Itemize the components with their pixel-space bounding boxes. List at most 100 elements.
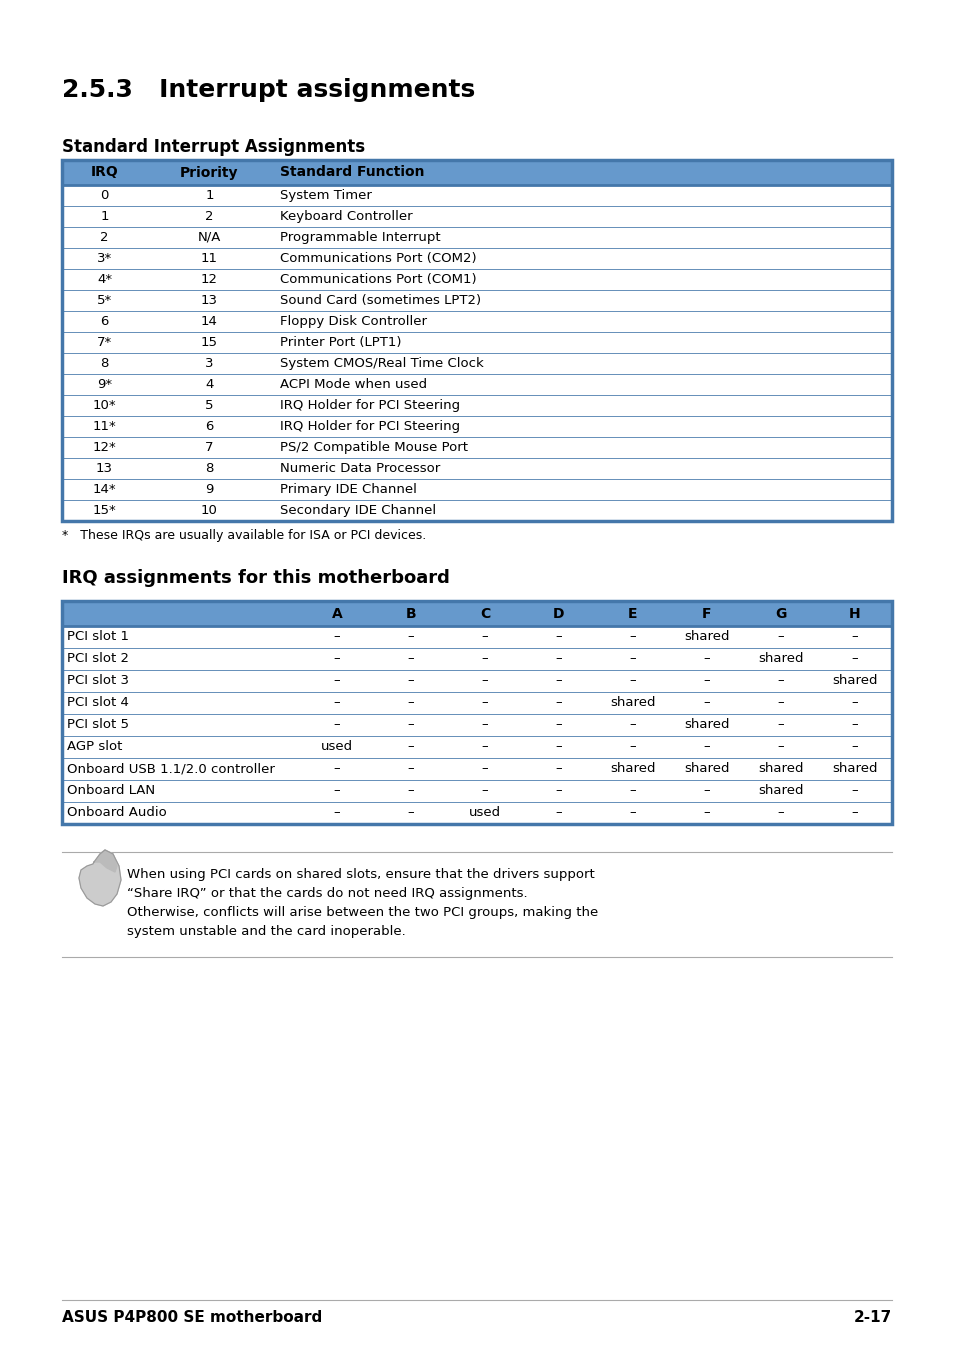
Text: shared: shared <box>758 653 803 666</box>
Bar <box>62 185 891 205</box>
Text: 3*: 3* <box>97 253 112 265</box>
Bar <box>62 670 891 692</box>
Text: 4*: 4* <box>97 273 112 286</box>
Text: –: – <box>407 653 414 666</box>
Text: –: – <box>481 631 488 643</box>
Text: –: – <box>407 631 414 643</box>
Text: Printer Port (LPT1): Printer Port (LPT1) <box>280 336 401 349</box>
Text: –: – <box>851 785 858 797</box>
Text: –: – <box>334 785 340 797</box>
Text: –: – <box>407 740 414 754</box>
Text: 14: 14 <box>201 315 217 328</box>
Text: –: – <box>777 674 783 688</box>
Text: 6: 6 <box>205 420 213 434</box>
Text: 14*: 14* <box>92 484 116 496</box>
Text: Onboard LAN: Onboard LAN <box>67 785 155 797</box>
Bar <box>62 290 891 311</box>
Bar <box>62 436 891 458</box>
Text: PCI slot 5: PCI slot 5 <box>67 719 129 731</box>
Text: –: – <box>851 653 858 666</box>
Text: 8: 8 <box>100 357 109 370</box>
Text: –: – <box>407 697 414 709</box>
Text: Priority: Priority <box>180 166 238 180</box>
Bar <box>62 374 891 394</box>
Text: 0: 0 <box>100 189 109 203</box>
Bar <box>62 249 891 269</box>
Text: 6: 6 <box>100 315 109 328</box>
Text: Secondary IDE Channel: Secondary IDE Channel <box>280 504 436 517</box>
Text: When using PCI cards on shared slots, ensure that the drivers support: When using PCI cards on shared slots, en… <box>127 867 594 881</box>
Text: PCI slot 2: PCI slot 2 <box>67 653 129 666</box>
Text: Primary IDE Channel: Primary IDE Channel <box>280 484 416 496</box>
Text: shared: shared <box>610 762 655 775</box>
Text: –: – <box>851 740 858 754</box>
Text: Communications Port (COM2): Communications Port (COM2) <box>280 253 476 265</box>
Text: ACPI Mode when used: ACPI Mode when used <box>280 378 427 390</box>
Text: 13: 13 <box>201 295 218 307</box>
Text: 1: 1 <box>100 209 109 223</box>
Text: –: – <box>481 697 488 709</box>
Bar <box>62 353 891 374</box>
Text: –: – <box>629 719 636 731</box>
Text: –: – <box>629 785 636 797</box>
Text: 7*: 7* <box>97 336 112 349</box>
Text: Onboard USB 1.1/2.0 controller: Onboard USB 1.1/2.0 controller <box>67 762 274 775</box>
Text: Programmable Interrupt: Programmable Interrupt <box>280 231 440 245</box>
Text: shared: shared <box>758 785 803 797</box>
Text: –: – <box>703 674 710 688</box>
Bar <box>62 311 891 332</box>
Text: shared: shared <box>758 762 803 775</box>
Text: H: H <box>848 607 860 620</box>
Text: 5: 5 <box>205 399 213 412</box>
Text: –: – <box>777 740 783 754</box>
Text: shared: shared <box>683 762 729 775</box>
Text: Onboard Audio: Onboard Audio <box>67 807 167 820</box>
Text: 9*: 9* <box>97 378 112 390</box>
Text: 15: 15 <box>201 336 218 349</box>
Text: 9: 9 <box>205 484 213 496</box>
Text: A: A <box>332 607 342 620</box>
Text: –: – <box>555 762 561 775</box>
Bar <box>62 205 891 227</box>
Text: –: – <box>407 674 414 688</box>
Text: –: – <box>334 762 340 775</box>
Text: *   These IRQs are usually available for ISA or PCI devices.: * These IRQs are usually available for I… <box>62 530 426 542</box>
Text: –: – <box>481 719 488 731</box>
Text: IRQ: IRQ <box>91 166 118 180</box>
Text: 2.5.3   Interrupt assignments: 2.5.3 Interrupt assignments <box>62 78 475 101</box>
Text: –: – <box>851 719 858 731</box>
Bar <box>62 269 891 290</box>
Text: –: – <box>703 653 710 666</box>
Text: N/A: N/A <box>197 231 221 245</box>
Text: Floppy Disk Controller: Floppy Disk Controller <box>280 315 427 328</box>
Text: E: E <box>628 607 638 620</box>
Text: shared: shared <box>831 674 877 688</box>
Bar <box>62 626 891 648</box>
Bar <box>62 601 891 824</box>
Bar <box>62 758 891 780</box>
Text: –: – <box>629 807 636 820</box>
Text: –: – <box>481 785 488 797</box>
Text: –: – <box>777 719 783 731</box>
Bar <box>62 780 891 802</box>
Text: C: C <box>479 607 490 620</box>
Bar <box>62 692 891 713</box>
Text: –: – <box>334 674 340 688</box>
Text: –: – <box>629 740 636 754</box>
Text: –: – <box>481 674 488 688</box>
Text: –: – <box>555 807 561 820</box>
Text: Keyboard Controller: Keyboard Controller <box>280 209 413 223</box>
Text: Numeric Data Processor: Numeric Data Processor <box>280 462 439 476</box>
Text: –: – <box>555 785 561 797</box>
Text: 2: 2 <box>100 231 109 245</box>
Text: –: – <box>555 674 561 688</box>
Text: F: F <box>701 607 711 620</box>
Text: –: – <box>407 785 414 797</box>
Text: –: – <box>334 807 340 820</box>
Text: –: – <box>334 653 340 666</box>
Bar <box>62 227 891 249</box>
Text: used: used <box>469 807 500 820</box>
Text: 4: 4 <box>205 378 213 390</box>
Text: –: – <box>481 762 488 775</box>
Text: D: D <box>553 607 564 620</box>
